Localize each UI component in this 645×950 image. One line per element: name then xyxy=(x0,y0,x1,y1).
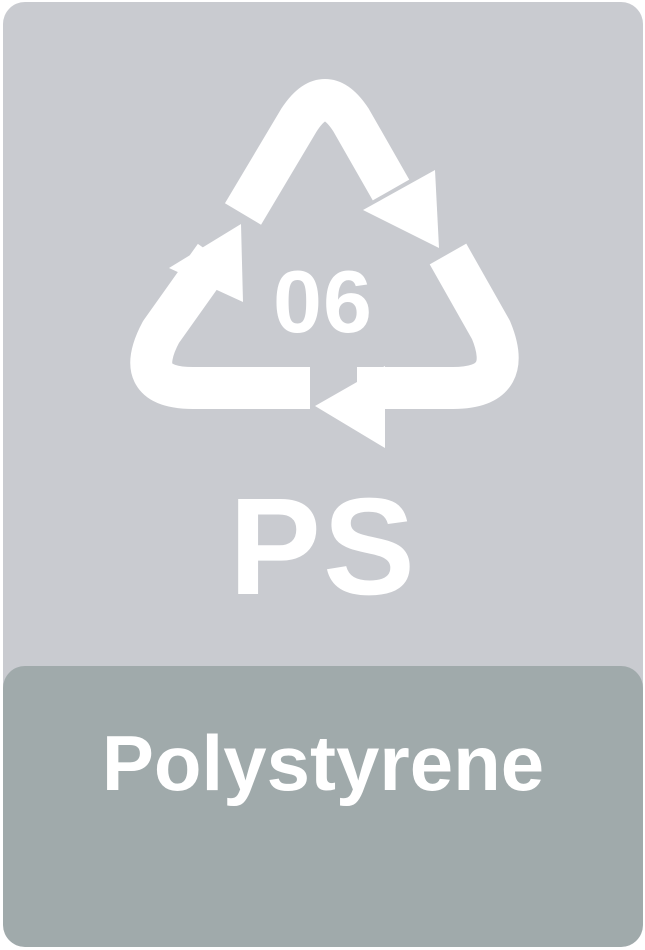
resin-code-number: 06 xyxy=(273,252,373,351)
material-name: Polystyrene xyxy=(101,719,545,807)
material-name-panel: Polystyrene xyxy=(3,666,643,947)
material-abbreviation: PS xyxy=(228,470,418,624)
recycling-triangle-icon xyxy=(130,79,519,448)
recycling-label-card: 06 PS Polystyrene xyxy=(3,2,643,947)
